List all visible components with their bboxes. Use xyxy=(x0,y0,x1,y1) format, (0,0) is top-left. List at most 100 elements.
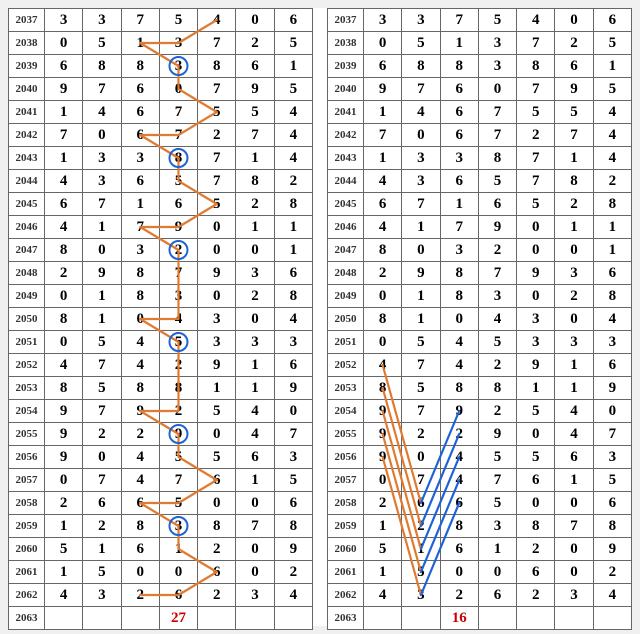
data-cell: 3 xyxy=(478,32,516,55)
data-cell: 3 xyxy=(555,331,593,354)
data-cell xyxy=(555,607,593,630)
data-cell: 0 xyxy=(517,216,555,239)
data-cell: 2 xyxy=(555,32,593,55)
table-row: 20605161209 xyxy=(9,538,313,561)
table-row: 20482987936 xyxy=(328,262,632,285)
data-cell: 5 xyxy=(83,32,121,55)
table-row: 20605161209 xyxy=(328,538,632,561)
data-cell: 2 xyxy=(45,262,83,285)
data-cell: 7 xyxy=(159,124,197,147)
row-index: 2040 xyxy=(9,78,45,101)
data-cell: 3 xyxy=(83,584,121,607)
data-cell: 8 xyxy=(121,262,159,285)
data-cell: 6 xyxy=(45,55,83,78)
data-cell: 6 xyxy=(159,584,197,607)
data-cell: 4 xyxy=(593,308,631,331)
data-cell: 8 xyxy=(478,377,516,400)
table-row: 20373375406 xyxy=(9,9,313,32)
data-cell: 8 xyxy=(364,239,402,262)
data-cell: 5 xyxy=(593,469,631,492)
data-cell: 1 xyxy=(274,239,312,262)
data-cell: 4 xyxy=(121,446,159,469)
data-cell: 0 xyxy=(45,32,83,55)
data-cell: 8 xyxy=(440,285,478,308)
data-cell: 8 xyxy=(45,377,83,400)
data-cell: 3 xyxy=(478,285,516,308)
table-row: 20427067274 xyxy=(9,124,313,147)
data-cell: 8 xyxy=(45,308,83,331)
data-cell: 7 xyxy=(159,101,197,124)
data-cell: 6 xyxy=(555,446,593,469)
table-row: 20582665006 xyxy=(9,492,313,515)
data-cell: 8 xyxy=(121,515,159,538)
data-cell: 8 xyxy=(274,515,312,538)
data-cell: 7 xyxy=(402,469,440,492)
table-row: 20538588119 xyxy=(328,377,632,400)
data-cell: 1 xyxy=(83,308,121,331)
data-cell: 3 xyxy=(121,147,159,170)
data-cell: 9 xyxy=(555,78,593,101)
data-cell: 0 xyxy=(478,561,516,584)
row-index: 2043 xyxy=(328,147,364,170)
data-cell: 0 xyxy=(555,492,593,515)
data-cell: 4 xyxy=(440,469,478,492)
data-cell: 2 xyxy=(364,492,402,515)
data-cell: 1 xyxy=(364,561,402,584)
data-cell: 9 xyxy=(45,446,83,469)
data-cell: 4 xyxy=(121,469,159,492)
data-cell xyxy=(121,607,159,630)
data-cell: 3 xyxy=(236,331,274,354)
row-index: 2058 xyxy=(9,492,45,515)
data-cell: 5 xyxy=(159,446,197,469)
data-cell: 9 xyxy=(274,538,312,561)
data-cell: 7 xyxy=(440,9,478,32)
data-cell: 9 xyxy=(593,377,631,400)
data-cell: 8 xyxy=(440,262,478,285)
data-cell: 1 xyxy=(593,55,631,78)
data-cell: 7 xyxy=(478,262,516,285)
data-cell: 1 xyxy=(402,308,440,331)
data-cell: 3 xyxy=(83,147,121,170)
row-index: 2048 xyxy=(9,262,45,285)
data-cell: 5 xyxy=(478,446,516,469)
table-row: 20569045563 xyxy=(328,446,632,469)
table-row: 20380513725 xyxy=(9,32,313,55)
data-cell: 4 xyxy=(593,584,631,607)
data-cell: 9 xyxy=(45,423,83,446)
table-row: 20411467554 xyxy=(328,101,632,124)
data-cell: 9 xyxy=(121,400,159,423)
data-cell: 6 xyxy=(364,55,402,78)
data-cell: 5 xyxy=(274,78,312,101)
prediction-row: 206327 xyxy=(9,607,313,630)
row-index: 2052 xyxy=(9,354,45,377)
data-cell: 6 xyxy=(593,354,631,377)
data-cell: 0 xyxy=(236,561,274,584)
row-index: 2060 xyxy=(9,538,45,561)
row-index: 2054 xyxy=(9,400,45,423)
data-cell: 1 xyxy=(236,216,274,239)
data-cell: 2 xyxy=(121,423,159,446)
data-cell xyxy=(198,607,236,630)
data-cell: 6 xyxy=(517,469,555,492)
data-cell: 2 xyxy=(517,124,555,147)
data-cell: 1 xyxy=(402,285,440,308)
data-cell: 6 xyxy=(593,9,631,32)
data-cell: 5 xyxy=(83,377,121,400)
row-index: 2063 xyxy=(9,607,45,630)
data-cell: 6 xyxy=(159,193,197,216)
data-cell: 6 xyxy=(83,492,121,515)
data-cell: 5 xyxy=(478,331,516,354)
data-cell: 7 xyxy=(83,78,121,101)
table-row: 20431338714 xyxy=(328,147,632,170)
data-cell: 4 xyxy=(440,331,478,354)
data-cell: 1 xyxy=(593,216,631,239)
data-cell: 0 xyxy=(364,331,402,354)
left-panel: 2037337540620380513725203968838612040976… xyxy=(8,8,313,626)
data-cell: 1 xyxy=(364,515,402,538)
data-cell: 6 xyxy=(593,262,631,285)
row-index: 2045 xyxy=(328,193,364,216)
data-cell: 2 xyxy=(236,193,274,216)
data-cell: 9 xyxy=(478,423,516,446)
data-cell: 3 xyxy=(402,170,440,193)
data-cell: 0 xyxy=(236,9,274,32)
